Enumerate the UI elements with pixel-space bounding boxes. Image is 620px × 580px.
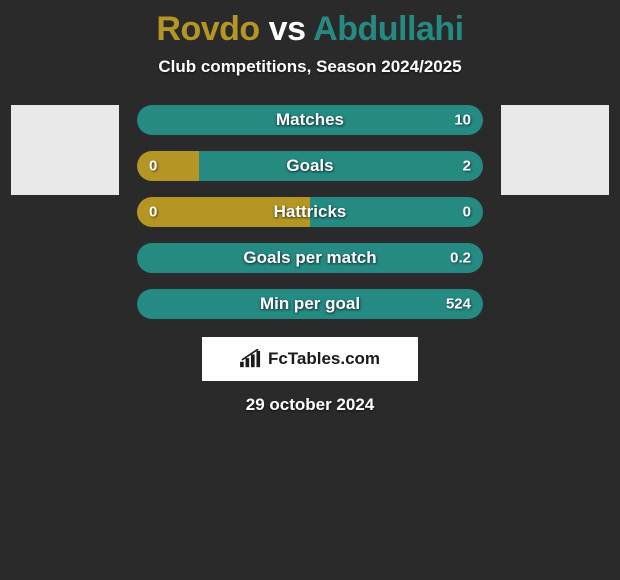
bar-value-right: 524 [446,296,471,313]
date-text: 29 october 2024 [0,395,620,415]
bar-value-right: 2 [463,158,471,175]
right-avatar-1 [503,107,607,137]
comparison-body: Matches 10 Goals 0 2 Hattricks 0 0 Goals per mat… [0,105,620,319]
stat-bar: Matches 10 [137,105,483,135]
stat-bar: Hattricks 0 0 [137,197,483,227]
right-avatar-2 [503,165,607,195]
left-avatar-1 [13,107,117,137]
right-avatar-column [501,105,609,195]
bar-value-right: 0.2 [450,250,471,267]
page-title: Rovdo vs Abdullahi [0,10,620,49]
bar-label: Hattricks [274,202,347,222]
bar-value-right: 10 [454,112,471,129]
bars-column: Matches 10 Goals 0 2 Hattricks 0 0 Goals per mat… [137,105,483,319]
chart-icon [240,349,262,369]
vs-text: vs [269,10,306,48]
player-left-name: Rovdo [156,10,259,48]
stat-bar: Goals 0 2 [137,151,483,181]
bar-label: Matches [276,110,344,130]
stat-bar: Goals per match 0.2 [137,243,483,273]
stat-bar: Min per goal 524 [137,289,483,319]
bar-fill-right [199,151,483,181]
left-avatar-column [11,105,119,195]
bar-value-right: 0 [463,204,471,221]
subtitle: Club competitions, Season 2024/2025 [0,57,620,77]
bar-value-left: 0 [149,204,157,221]
left-avatar-2 [13,165,117,195]
bar-label: Goals [286,156,333,176]
bar-label: Goals per match [243,248,376,268]
bar-fill-left [137,151,199,181]
comparison-card: Rovdo vs Abdullahi Club competitions, Se… [0,0,620,580]
brand-text: FcTables.com [268,349,380,369]
bar-label: Min per goal [260,294,360,314]
bar-value-left: 0 [149,158,157,175]
player-right-name: Abdullahi [313,10,463,48]
brand-box: FcTables.com [202,337,418,381]
